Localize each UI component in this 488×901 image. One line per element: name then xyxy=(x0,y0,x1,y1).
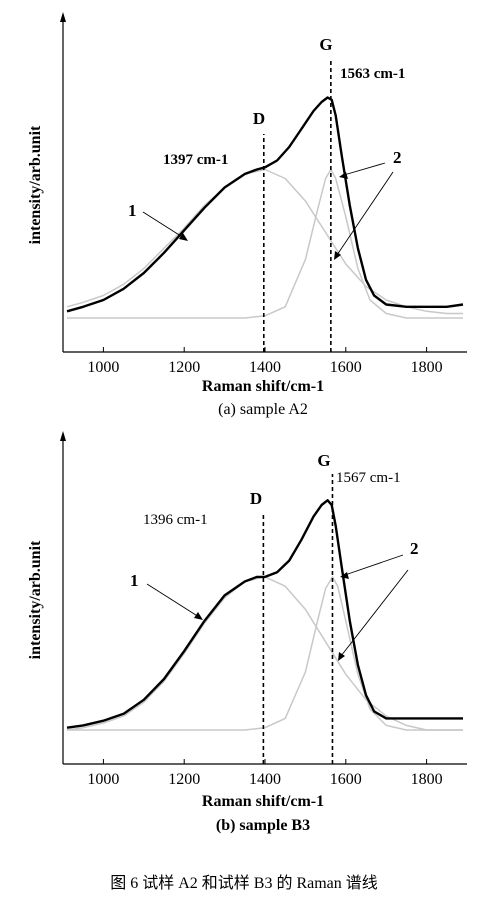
x-tick-label: 1400 xyxy=(249,359,281,376)
x-axis-label-main: Raman shift/cm-1 xyxy=(202,378,324,395)
peak-label-g: G xyxy=(317,451,330,470)
curves xyxy=(66,499,463,731)
pointer-2-lower-head xyxy=(334,251,341,260)
pointer-2-upper-head xyxy=(340,572,349,579)
y-axis-arrow xyxy=(60,431,66,441)
curve-label-2: 2 xyxy=(393,148,402,167)
series-fit-2 xyxy=(67,168,463,319)
x-tick-label: 1000 xyxy=(87,771,119,788)
peak-markers xyxy=(262,58,332,352)
x-tick-label: 1400 xyxy=(249,771,281,788)
x-tick-label: 1800 xyxy=(411,771,443,788)
pointer-1 xyxy=(146,583,200,618)
chart-subtitle: (b) sample B3 xyxy=(216,817,310,834)
pointer-1-head xyxy=(194,612,203,620)
chart-subtitle: (a) sample A2 xyxy=(218,401,308,418)
x-tick-label: 1600 xyxy=(330,771,362,788)
pointer-2-upper xyxy=(343,162,386,176)
x-tick-label: 1200 xyxy=(168,771,200,788)
series-fit-2 xyxy=(67,576,463,731)
pointer-2-lower-head xyxy=(338,652,345,661)
x-tick-label: 1000 xyxy=(87,359,119,376)
chart-panel-b: intensity/arb.unit 1000 1200 1400 1600 1800 … xyxy=(27,431,467,834)
pointer-1 xyxy=(142,211,185,239)
x-tick-labels: 1000 1200 1400 1600 1800 xyxy=(87,771,442,788)
series-fit-1 xyxy=(66,576,463,731)
peak-label-g: G xyxy=(319,35,332,54)
x-tick-labels: 1000 1200 1400 1600 1800 xyxy=(87,359,442,376)
x-ticks xyxy=(102,347,428,352)
x-tick-label: 1600 xyxy=(330,359,362,376)
pointer-2-lower xyxy=(340,569,409,657)
pointer-2-upper-head xyxy=(339,172,348,179)
figure-caption: 图 6 试样 A2 和试样 B3 的 Raman 谱线 xyxy=(110,874,378,892)
pointer-2-upper xyxy=(344,554,404,576)
peak-value-g: 1567 cm-1 xyxy=(336,470,401,486)
series-measured xyxy=(66,96,464,313)
curves xyxy=(66,96,464,319)
y-axis-label: intensity/arb.unit xyxy=(27,540,44,659)
x-tick-label: 1200 xyxy=(168,359,200,376)
series-fit-1 xyxy=(66,168,463,315)
x-axis-label-main: Raman shift/cm-1 xyxy=(202,793,324,810)
chart-panel-a: intensity/arb.unit 1000 1200 1400 1600 1800 … xyxy=(27,12,467,418)
x-ticks xyxy=(102,759,428,764)
peak-markers xyxy=(262,474,334,764)
peak-label-d: D xyxy=(250,489,262,508)
peak-value-d: 1396 cm-1 xyxy=(143,512,208,528)
peak-value-d: 1397 cm-1 xyxy=(163,152,228,168)
pointer-1-head xyxy=(179,233,188,241)
curve-label-1: 1 xyxy=(128,201,137,220)
peak-label-d: D xyxy=(253,109,265,128)
y-axis-label: intensity/arb.unit xyxy=(27,125,44,244)
pointer-2-lower xyxy=(336,171,394,256)
curve-label-1: 1 xyxy=(130,571,139,590)
x-tick-label: 1800 xyxy=(411,359,443,376)
curve-label-2: 2 xyxy=(410,539,419,558)
y-axis-arrow xyxy=(60,12,66,22)
series-measured xyxy=(66,499,463,729)
peak-value-g: 1563 cm-1 xyxy=(340,66,405,82)
